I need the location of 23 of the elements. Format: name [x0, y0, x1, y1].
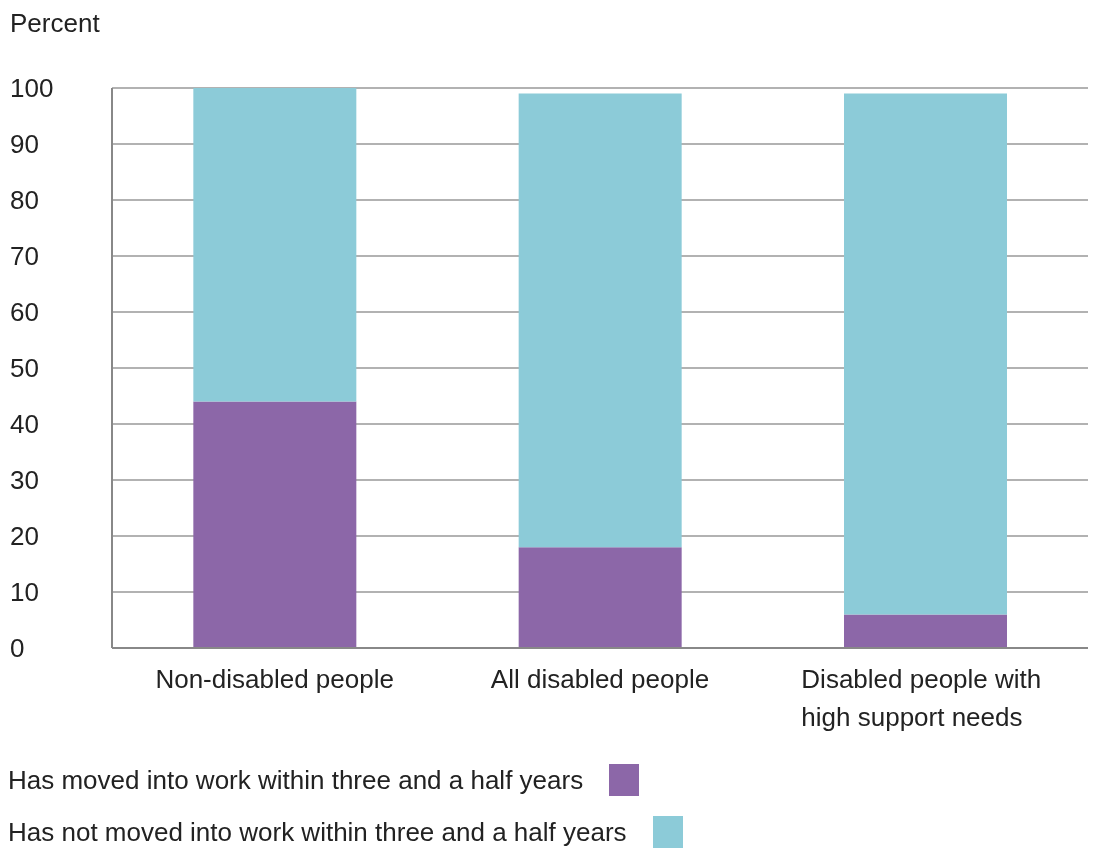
- y-tick-label: 80: [10, 185, 39, 215]
- y-tick-label: 50: [10, 353, 39, 383]
- legend-label: Has moved into work within three and a half years: [8, 764, 584, 796]
- bar: [518, 93, 682, 548]
- y-axis-title: Percent: [10, 8, 101, 40]
- y-tick-label: 90: [10, 129, 39, 159]
- y-tick-label: 0: [10, 633, 25, 663]
- y-tick-label: 40: [10, 409, 39, 439]
- bar: [844, 614, 1007, 648]
- x-tick-label: Non-disabled people: [155, 664, 394, 694]
- y-tick-label: 20: [10, 521, 39, 551]
- y-tick-label: 100: [10, 73, 54, 103]
- bar: [193, 401, 357, 648]
- y-tick-label: 70: [10, 241, 39, 271]
- x-tick-label: Disabled people with high support needs: [801, 664, 1042, 732]
- y-tick-label: 60: [10, 297, 39, 327]
- y-tick-label: 10: [10, 577, 39, 607]
- bar: [193, 88, 357, 402]
- bar: [844, 93, 1007, 615]
- x-tick-label: All disabled people: [490, 664, 710, 694]
- legend-label: Has not moved into work within three and a half years: [8, 816, 627, 848]
- bar: [518, 547, 682, 648]
- y-tick-label: 30: [10, 465, 39, 495]
